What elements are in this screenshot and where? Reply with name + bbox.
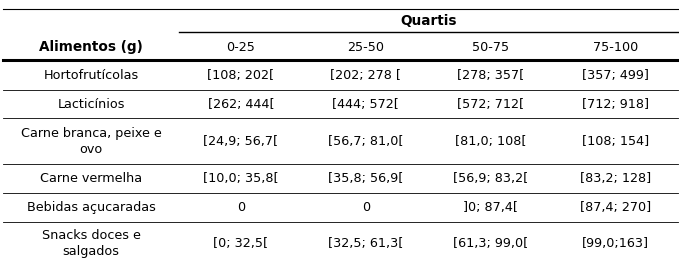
Text: [24,9; 56,7[: [24,9; 56,7[: [204, 135, 278, 148]
Text: 0: 0: [237, 201, 245, 214]
Text: [108; 154]: [108; 154]: [582, 135, 649, 148]
Text: 0-25: 0-25: [227, 41, 255, 53]
Text: [108; 202[: [108; 202[: [208, 69, 274, 82]
Text: Lacticínios: Lacticínios: [57, 98, 125, 111]
Text: [99,0;163]: [99,0;163]: [582, 237, 648, 250]
Text: [10,0; 35,8[: [10,0; 35,8[: [203, 172, 279, 185]
Text: [81,0; 108[: [81,0; 108[: [455, 135, 526, 148]
Text: [262; 444[: [262; 444[: [208, 98, 274, 111]
Text: [0; 32,5[: [0; 32,5[: [213, 237, 269, 250]
Text: [357; 499]: [357; 499]: [582, 69, 648, 82]
Text: Snacks doces e
salgados: Snacks doces e salgados: [41, 230, 141, 259]
Text: 75-100: 75-100: [593, 41, 638, 53]
Text: [202; 278 [: [202; 278 [: [330, 69, 401, 82]
Text: Carne vermelha: Carne vermelha: [40, 172, 142, 185]
Text: 25-50: 25-50: [347, 41, 384, 53]
Text: [56,9; 83,2[: [56,9; 83,2[: [453, 172, 528, 185]
Text: [35,8; 56,9[: [35,8; 56,9[: [328, 172, 403, 185]
Text: ]0; 87,4[: ]0; 87,4[: [463, 201, 518, 214]
Text: [56,7; 81,0[: [56,7; 81,0[: [328, 135, 403, 148]
Text: Alimentos (g): Alimentos (g): [39, 40, 143, 54]
Text: [278; 357[: [278; 357[: [457, 69, 524, 82]
Text: Hortofrutícolas: Hortofrutícolas: [43, 69, 139, 82]
Text: Bebidas açucaradas: Bebidas açucaradas: [26, 201, 155, 214]
Text: [61,3; 99,0[: [61,3; 99,0[: [453, 237, 528, 250]
Text: [712; 918]: [712; 918]: [582, 98, 648, 111]
Text: [32,5; 61,3[: [32,5; 61,3[: [328, 237, 403, 250]
Text: Quartis: Quartis: [400, 14, 456, 28]
Text: 50-75: 50-75: [472, 41, 509, 53]
Text: [83,2; 128]: [83,2; 128]: [580, 172, 650, 185]
Text: Carne branca, peixe e
ovo: Carne branca, peixe e ovo: [20, 127, 162, 156]
Text: [87,4; 270]: [87,4; 270]: [580, 201, 650, 214]
Text: [572; 712[: [572; 712[: [457, 98, 524, 111]
Text: [444; 572[: [444; 572[: [332, 98, 399, 111]
Text: 0: 0: [362, 201, 370, 214]
